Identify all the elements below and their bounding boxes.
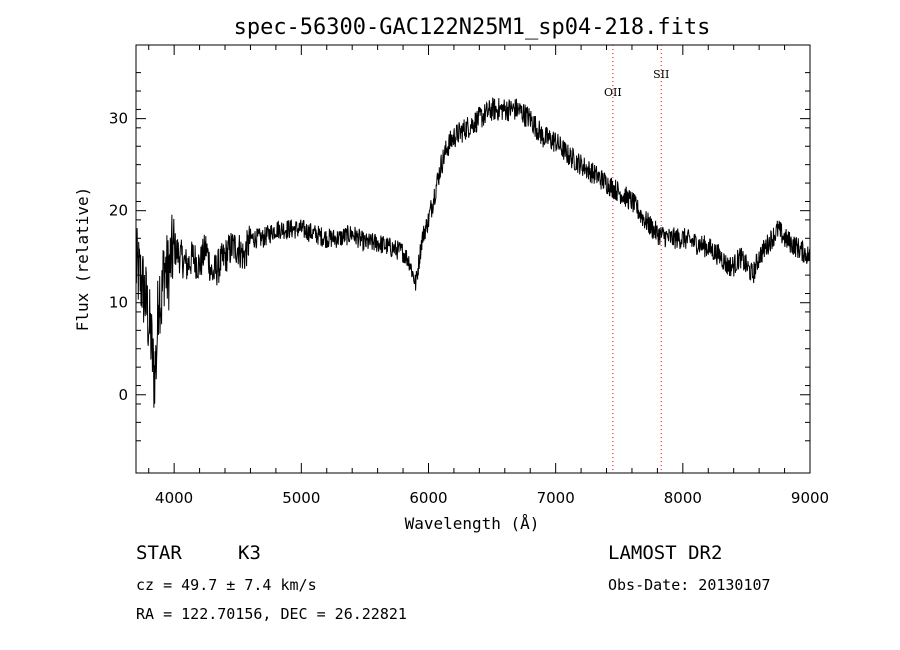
emission-line-label: SII	[653, 68, 669, 81]
x-axis-ticks: 4000 5000 6000 7000 8000 9000	[148, 45, 829, 507]
plot-frame	[135, 44, 811, 474]
object-subclass: K3	[238, 542, 261, 564]
emission-line-markers: OII SII	[604, 45, 669, 473]
y-tick-label: 20	[109, 202, 128, 220]
x-tick-label: 4000	[155, 489, 193, 507]
y-tick-label: 10	[109, 294, 128, 312]
observation-date: Obs-Date: 20130107	[608, 576, 771, 594]
x-tick-label: 9000	[791, 489, 829, 507]
y-axis-ticks: 0 10 20 30	[109, 72, 810, 442]
y-tick-label: 30	[109, 110, 128, 128]
x-tick-label: 5000	[282, 489, 320, 507]
coordinates: RA = 122.70156, DEC = 26.22821	[136, 605, 407, 623]
survey-name: LAMOST DR2	[608, 542, 723, 564]
redshift-velocity: cz = 49.7 ± 7.4 km/s	[136, 576, 317, 594]
chart-title: spec-56300-GAC122N25M1_sp04-218.fits	[234, 15, 711, 40]
y-tick-label: 0	[118, 386, 128, 404]
y-axis-label: Flux (relative)	[73, 187, 92, 332]
x-axis-label: Wavelength (Å)	[405, 514, 540, 533]
x-tick-label: 6000	[409, 489, 447, 507]
object-class: STAR	[136, 542, 182, 564]
x-tick-label: 7000	[537, 489, 575, 507]
emission-line-label: OII	[604, 86, 622, 99]
spectrum-line	[135, 97, 811, 408]
x-tick-label: 8000	[664, 489, 702, 507]
